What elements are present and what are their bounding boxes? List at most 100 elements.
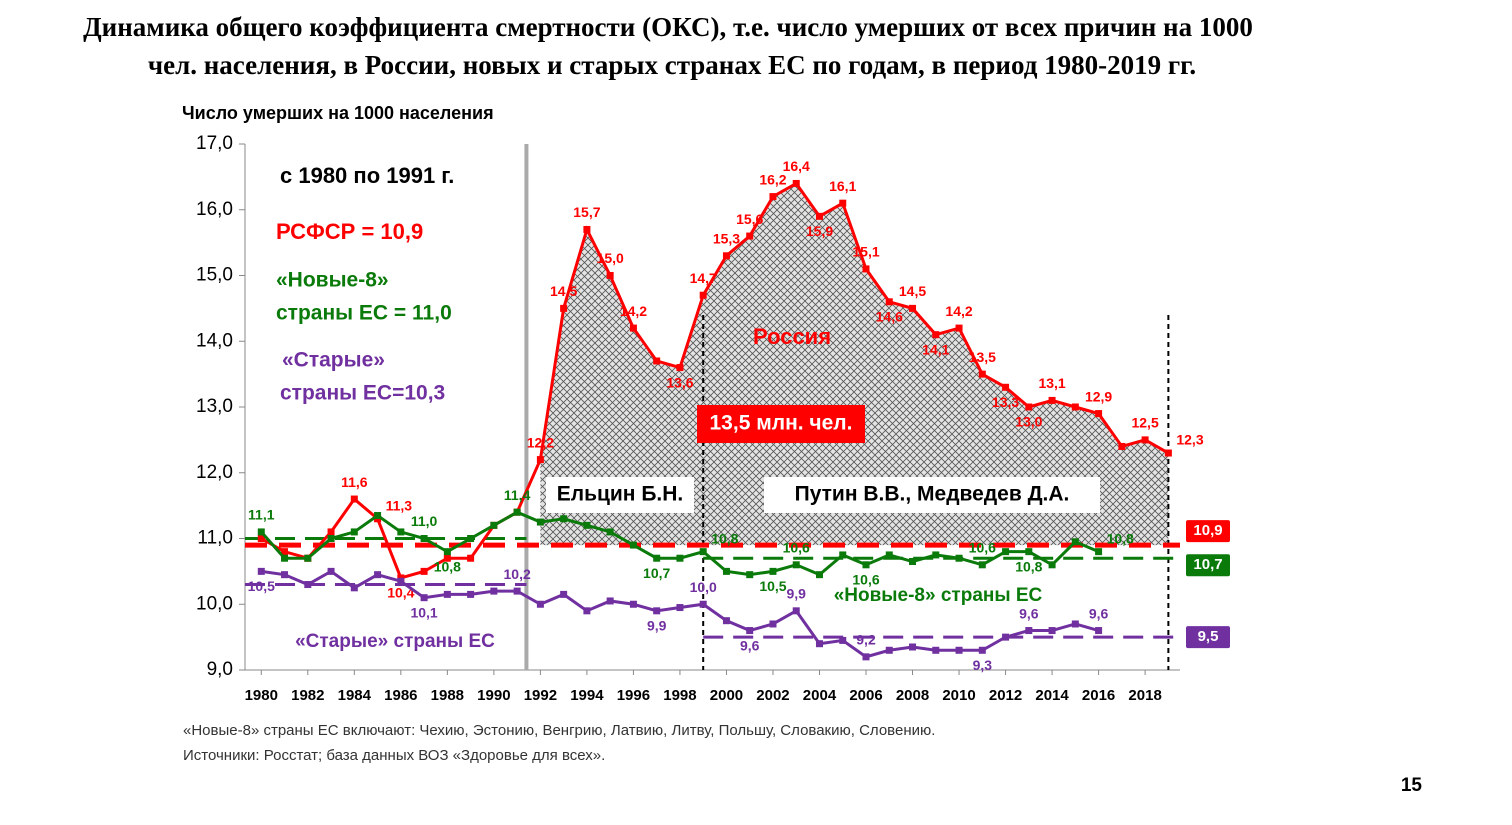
point (420, 567, 428, 575)
point (513, 587, 521, 595)
x-tick-label: 1990 (477, 687, 510, 704)
value-label: 16,4 (783, 158, 810, 174)
value-label: 15,3 (713, 230, 740, 246)
point (676, 554, 684, 562)
point (885, 551, 893, 559)
point (699, 548, 707, 556)
y-tick-label: 15,0 (196, 265, 233, 286)
point (1048, 627, 1056, 635)
point (839, 199, 847, 207)
x-tick-label: 2018 (1128, 687, 1161, 704)
point (1002, 548, 1010, 556)
plot: 9,0 10,0 11,0 12,0 13,0 14,0 15,0 16,0 17,0 1980 1… (196, 133, 1230, 704)
value-label: 14,6 (876, 309, 903, 325)
point (560, 304, 568, 312)
annotation: страны ЕС = 11,0 (276, 302, 452, 325)
value-label: 9,9 (647, 618, 667, 634)
point (978, 370, 986, 378)
point (606, 528, 614, 536)
value-label: 15,9 (806, 223, 833, 239)
value-label: 13,0 (1015, 414, 1042, 430)
point (978, 646, 986, 654)
point (862, 653, 870, 661)
point (443, 548, 451, 556)
x-tick-label: 1986 (384, 687, 417, 704)
point (746, 232, 754, 240)
page-number: 15 (1401, 775, 1423, 796)
point (467, 590, 475, 598)
value-label: 10,5 (759, 578, 786, 594)
point (815, 212, 823, 220)
point (560, 590, 568, 598)
value-label: 10,4 (387, 585, 414, 601)
point (653, 607, 661, 615)
point (653, 554, 661, 562)
annotation: с 1980 по 1991 г. (280, 163, 454, 188)
y-tick-label: 12,0 (196, 462, 233, 483)
value-label: 9,3 (973, 657, 993, 673)
point (374, 511, 382, 519)
value-label: 9,9 (786, 586, 806, 602)
value-label: 9,6 (740, 637, 760, 653)
point (536, 600, 544, 608)
x-tick-label: 2000 (710, 687, 743, 704)
value-label: 15,0 (597, 250, 624, 266)
reference-box (1186, 554, 1230, 577)
reference-label: 10,7 (1193, 556, 1222, 573)
point (513, 508, 521, 516)
point (1071, 620, 1079, 628)
point (676, 364, 684, 372)
point (257, 528, 265, 536)
point (955, 324, 963, 332)
point (327, 528, 335, 536)
point (885, 646, 893, 654)
point (653, 357, 661, 365)
point (257, 567, 265, 575)
point (443, 554, 451, 562)
point (304, 581, 312, 589)
point (1071, 403, 1079, 411)
value-label: 11,3 (386, 497, 413, 513)
point (862, 561, 870, 569)
annotation: 13,5 млн. чел. (710, 412, 853, 435)
point (885, 298, 893, 306)
annotation: страны ЕС=10,3 (280, 382, 445, 405)
annotation: «Старые» (282, 349, 385, 372)
point (350, 584, 358, 592)
value-label: 11,4 (504, 487, 531, 503)
point (467, 554, 475, 562)
y-tick-label: 13,0 (196, 396, 233, 417)
y-tick-label: 17,0 (196, 133, 233, 154)
note: Источники: Росстат; база данных ВОЗ «Здо… (183, 747, 605, 764)
reference-box (1186, 520, 1230, 543)
value-label: 12,2 (527, 434, 554, 450)
point (839, 551, 847, 559)
value-label: 9,2 (856, 632, 876, 648)
x-tick-label: 1998 (663, 687, 696, 704)
value-label: 10,8 (1015, 558, 1042, 574)
value-label: 15,7 (573, 204, 600, 220)
point (699, 600, 707, 608)
annotation: Путин В.В., Медведев Д.А. (795, 483, 1070, 506)
point (815, 640, 823, 648)
value-label: 9,6 (1089, 605, 1109, 621)
value-label: 12,3 (1176, 432, 1203, 448)
x-tick-label: 2006 (849, 687, 882, 704)
x-tick-label: 2016 (1082, 687, 1115, 704)
point (955, 554, 963, 562)
point (932, 331, 940, 339)
point (327, 567, 335, 575)
point (606, 597, 614, 605)
point (722, 617, 730, 625)
point (932, 646, 940, 654)
annotation-box (546, 477, 694, 513)
x-tick-label: 1992 (524, 687, 557, 704)
point (1025, 548, 1033, 556)
value-label: 10,6 (969, 540, 996, 556)
point (1025, 627, 1033, 635)
value-label: 12,5 (1131, 415, 1158, 431)
point (676, 604, 684, 612)
point (583, 225, 591, 233)
point (304, 554, 312, 562)
value-label: 14,5 (899, 283, 926, 299)
